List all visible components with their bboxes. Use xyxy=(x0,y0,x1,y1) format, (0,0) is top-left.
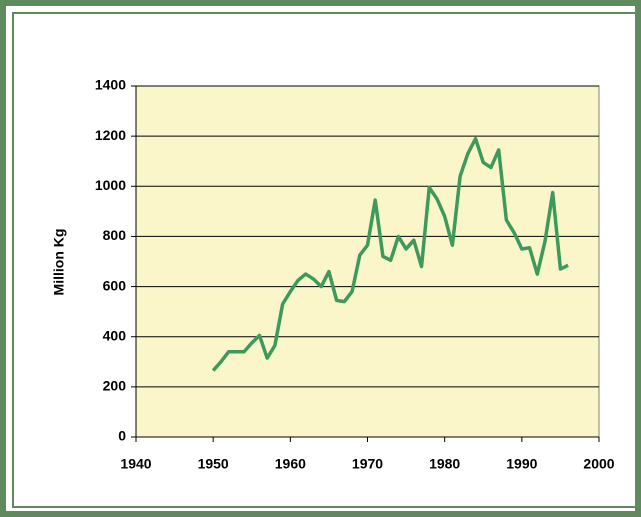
x-tick-label: 2000 xyxy=(583,456,614,472)
x-tick-label: 1970 xyxy=(352,456,383,472)
x-tick-label: 1980 xyxy=(429,456,460,472)
inner-frame xyxy=(12,12,641,508)
plot-area xyxy=(135,85,600,438)
y-tick-label: 0 xyxy=(118,428,126,444)
y-axis-label: Million Kg xyxy=(51,229,67,296)
y-tick-label: 600 xyxy=(103,277,127,293)
x-tick-label: 1950 xyxy=(198,456,229,472)
y-tick-label: 1200 xyxy=(95,127,126,143)
x-tick-label: 1940 xyxy=(120,456,151,472)
x-tick-label: 1990 xyxy=(506,456,537,472)
x-tick-label: 1960 xyxy=(275,456,306,472)
y-tick-label: 1400 xyxy=(95,77,126,93)
y-tick-label: 400 xyxy=(103,327,127,343)
y-tick-label: 800 xyxy=(103,227,127,243)
y-tick-label: 200 xyxy=(103,378,127,394)
y-tick-label: 1000 xyxy=(95,177,126,193)
data-line xyxy=(211,136,569,372)
